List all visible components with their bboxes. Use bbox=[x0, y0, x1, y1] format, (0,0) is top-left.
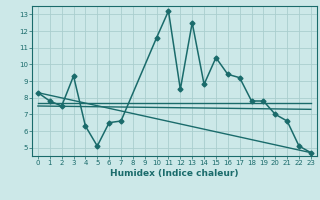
X-axis label: Humidex (Indice chaleur): Humidex (Indice chaleur) bbox=[110, 169, 239, 178]
